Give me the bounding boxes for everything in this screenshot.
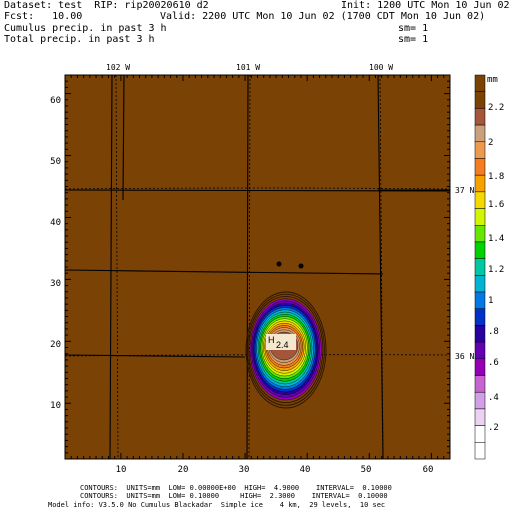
colorbar-label: .2 — [488, 423, 499, 433]
colorbar-label: 2.2 — [488, 103, 504, 113]
smoothing-total: sm= 1 — [398, 34, 429, 45]
contour-info-cumulus: CONTOURS: UNITS=mm LOW= 0.00000E+00 HIGH… — [80, 484, 392, 492]
colorbar-swatch — [474, 391, 486, 410]
y-tick-label: 50 — [50, 157, 61, 167]
map-background — [65, 75, 450, 459]
colorbar-swatch — [474, 141, 486, 159]
colorbar-label: 1.4 — [488, 234, 504, 244]
forecast-hour: Fcst: 10.00 — [4, 11, 83, 22]
y-tick-label: 60 — [50, 96, 61, 106]
contour-info-total: CONTOURS: UNITS=mm LOW= 0.10000 HIGH= 2.… — [80, 492, 388, 500]
colorbar-swatch — [474, 291, 486, 309]
x-tick-label: 30 — [239, 465, 250, 475]
colorbar-swatch — [474, 208, 486, 226]
colorbar-swatch — [474, 191, 486, 209]
point-marker — [276, 261, 282, 267]
y-tick-label: 20 — [50, 340, 61, 350]
point-marker — [298, 263, 304, 269]
colorbar-swatch — [474, 275, 486, 293]
valid-time: Valid: 2200 UTC Mon 10 Jun 02 (1700 CDT … — [160, 11, 486, 22]
x-tick-label: 60 — [423, 465, 434, 475]
colorbar-swatch — [474, 174, 486, 193]
dataset-label: Dataset: test RIP: rip20020610 d2 — [4, 0, 209, 11]
colorbar-swatch — [474, 408, 486, 426]
axis-ticks — [64, 74, 451, 460]
y-axis-labels: 10 20 30 40 50 60 — [50, 96, 61, 411]
x-tick-label: 20 — [178, 465, 189, 475]
contour-ring — [248, 295, 324, 404]
colorbar-swatch — [474, 341, 486, 360]
geo-labels: 102 W 101 W 100 W 37 N 36 N — [106, 63, 474, 361]
colorbar-label: 1.8 — [488, 172, 504, 182]
longitude-label: 101 W — [236, 63, 260, 72]
colorbar-swatch — [474, 241, 486, 259]
contour-ring — [246, 293, 325, 406]
colorbar-swatch — [474, 358, 486, 376]
colorbar-swatch — [474, 91, 486, 109]
colorbar-label: .8 — [488, 327, 499, 337]
y-tick-label: 30 — [50, 279, 61, 289]
latitude-label: 36 N — [455, 352, 474, 361]
colorbar — [474, 74, 486, 460]
storm-high-value: 2.4 — [276, 340, 289, 350]
x-tick-label: 50 — [361, 465, 372, 475]
colorbar-swatch — [474, 124, 486, 143]
colorbar-swatch — [474, 375, 486, 393]
colorbar-label: 1.6 — [488, 200, 504, 210]
county-boundaries — [65, 75, 450, 459]
smoothing-cumulus: sm= 1 — [398, 23, 429, 34]
colorbar-label: .6 — [488, 358, 499, 368]
colorbar-label: 1 — [488, 296, 493, 306]
colorbar-label: 1.2 — [488, 265, 504, 275]
colorbar-swatch — [474, 325, 486, 343]
colorbar-swatch — [474, 442, 486, 460]
storm-center-box — [266, 334, 296, 350]
contour-ring — [245, 291, 327, 409]
colorbar-label: .4 — [488, 393, 499, 403]
latitude-label: 37 N — [455, 186, 474, 195]
init-time: Init: 1200 UTC Mon 10 Jun 02 — [341, 0, 510, 11]
longitude-label: 100 W — [369, 63, 393, 72]
colorbar-swatch — [474, 158, 486, 176]
longitude-label: 102 W — [106, 63, 130, 72]
field-name-total: Total precip. in past 3 h — [4, 34, 155, 45]
model-info: Model info: V3.5.0 No Cumulus Blackadar … — [48, 501, 386, 509]
colorbar-swatch — [474, 425, 486, 443]
y-tick-label: 10 — [50, 401, 61, 411]
x-tick-label: 10 — [116, 465, 127, 475]
x-axis-labels: 10 20 30 40 50 60 — [116, 465, 434, 475]
colorbar-swatch — [474, 108, 486, 126]
storm-high-label: H — [268, 335, 275, 345]
colorbar-unit: mm — [487, 75, 498, 85]
colorbar-label: 2 — [488, 138, 493, 148]
colorbar-swatch — [474, 308, 486, 326]
field-name-cumulus: Cumulus precip. in past 3 h — [4, 23, 167, 34]
colorbar-labels: 2.2 2 1.8 1.6 1.4 1.2 1 .8 .6 .4 .2 — [488, 103, 504, 433]
colorbar-swatch — [474, 225, 486, 243]
x-tick-label: 40 — [300, 465, 311, 475]
colorbar-swatch — [474, 258, 486, 276]
y-tick-label: 40 — [50, 218, 61, 228]
colorbar-swatch — [474, 74, 486, 92]
